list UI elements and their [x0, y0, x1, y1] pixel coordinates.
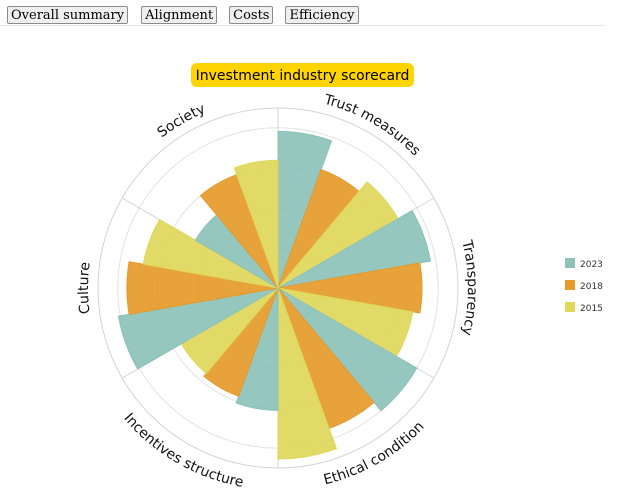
- category-label-text: Transparency: [458, 238, 480, 337]
- legend-swatch-2018: [565, 280, 575, 290]
- bars: [117, 130, 432, 460]
- category-label-text: Culture: [76, 261, 94, 315]
- legend-swatch-2023: [565, 258, 575, 268]
- bar-2018-transparency[interactable]: [277, 262, 423, 314]
- bar-2023-transparency[interactable]: [277, 209, 432, 289]
- chart-title-background: [191, 63, 414, 87]
- category-label-text: Society: [154, 101, 207, 141]
- legend-label-2018: 2018: [580, 282, 603, 292]
- chart-title: Investment industry scorecard: [196, 68, 410, 84]
- tab-bar: Overall summary Alignment Costs Efficien…: [7, 6, 371, 24]
- category-label-trust-measures: Trust measures: [322, 92, 424, 159]
- bar-2015-ethical-condition[interactable]: [277, 287, 338, 460]
- tab-efficiency[interactable]: Efficiency: [285, 6, 359, 24]
- bar-2023-culture[interactable]: [117, 287, 279, 370]
- category-label-culture: Culture: [76, 261, 94, 315]
- category-label-society: Society: [154, 101, 207, 141]
- category-label-text: Incentives structure: [121, 410, 245, 490]
- bar-2015-society[interactable]: [233, 159, 279, 289]
- legend-swatch-2015: [565, 302, 575, 312]
- bar-2015-culture[interactable]: [142, 218, 279, 289]
- category-label-transparency: Transparency: [458, 238, 480, 337]
- legend-label-2015: 2015: [580, 304, 603, 314]
- chart-title-group: Investment industry scorecard: [191, 63, 414, 87]
- tab-overall-summary[interactable]: Overall summary: [7, 6, 129, 24]
- bar-2023-ethical-condition[interactable]: [277, 287, 418, 412]
- tab-divider: [0, 25, 605, 26]
- bar-2023-incentives-structure[interactable]: [235, 287, 279, 411]
- category-label-ethical-condition: Ethical condition: [322, 419, 428, 489]
- bar-2018-culture[interactable]: [126, 261, 279, 315]
- category-label-incentives-structure: Incentives structure: [121, 410, 245, 490]
- legend: 2023 2018 2015: [565, 258, 603, 314]
- category-label-text: Trust measures: [322, 92, 424, 159]
- tab-costs[interactable]: Costs: [229, 6, 274, 24]
- category-label-text: Ethical condition: [322, 419, 428, 489]
- tab-alignment[interactable]: Alignment: [141, 6, 218, 24]
- bar-2023-trust-measures[interactable]: [277, 130, 333, 289]
- bar-2018-incentives-structure[interactable]: [203, 287, 279, 397]
- legend-label-2023: 2023: [580, 260, 603, 270]
